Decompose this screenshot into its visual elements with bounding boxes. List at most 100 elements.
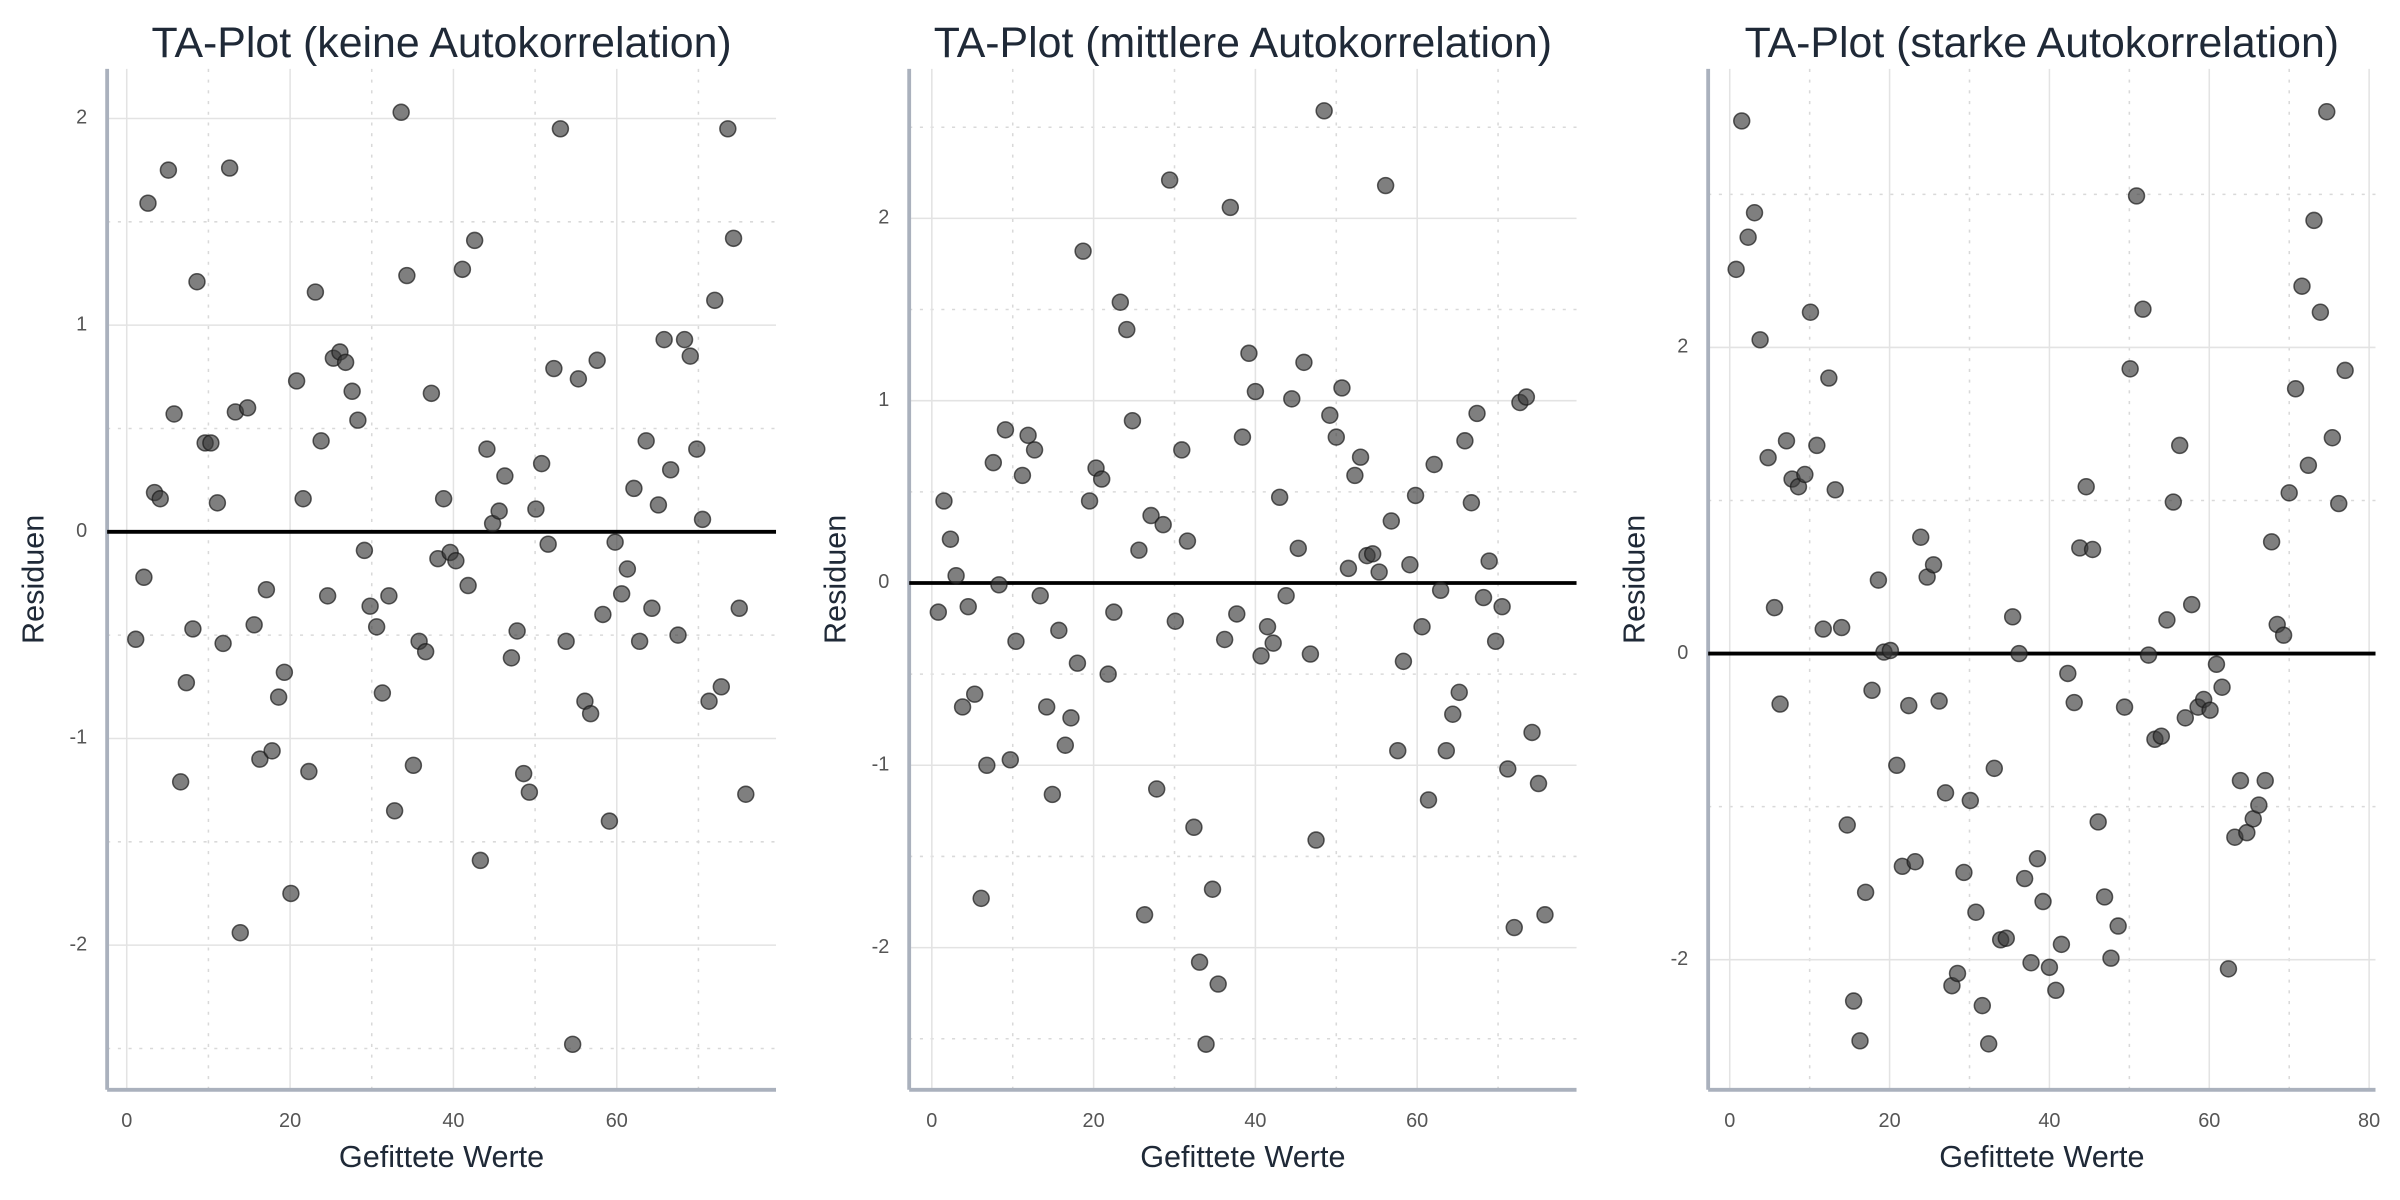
point [965, 685, 984, 703]
point [294, 490, 312, 508]
y-axis-label: Residuen [818, 515, 852, 644]
point [681, 347, 699, 365]
point [551, 120, 570, 138]
point [471, 851, 490, 870]
point [1221, 198, 1240, 217]
point [2102, 949, 2120, 967]
point [2034, 892, 2052, 911]
point [1888, 756, 1906, 775]
point [349, 411, 367, 429]
point [171, 773, 190, 791]
point [2040, 958, 2059, 977]
point [1814, 620, 1832, 638]
point [238, 399, 257, 417]
x-tick-label: 20 [1879, 1110, 1901, 1132]
point [398, 266, 416, 285]
point [1863, 681, 1881, 700]
point [1173, 441, 1191, 459]
x-axis-label: Gefittete Werte [1140, 1140, 1345, 1174]
point [637, 432, 655, 450]
point [643, 599, 661, 617]
point [1339, 559, 1358, 578]
point [1796, 465, 1814, 484]
point [724, 229, 743, 248]
point [135, 568, 153, 586]
point [1283, 390, 1301, 408]
point [1431, 581, 1450, 599]
point [1936, 784, 1955, 802]
point [2109, 917, 2127, 935]
point [1406, 486, 1425, 505]
point [1289, 539, 1307, 558]
point [935, 492, 953, 510]
point [1258, 618, 1277, 636]
point [719, 120, 737, 138]
point [2121, 360, 2139, 378]
point [2231, 771, 2250, 790]
point [1050, 621, 1068, 640]
point [612, 585, 631, 603]
point [1955, 863, 1973, 882]
point [2052, 935, 2071, 954]
y-tick-label: 0 [1677, 642, 1688, 664]
point [1948, 964, 1967, 983]
point [737, 785, 755, 803]
point [336, 353, 355, 372]
point [1979, 1035, 1998, 1053]
point [361, 597, 379, 615]
chart-title: TA-Plot (keine Autokorrelation) [151, 19, 731, 67]
point [600, 812, 619, 830]
x-tick-label: 0 [121, 1110, 132, 1132]
point [2305, 211, 2323, 230]
point [1160, 171, 1179, 189]
point [1080, 492, 1099, 510]
point [2207, 655, 2226, 674]
point [527, 500, 545, 518]
y-axis-label: Residuen [1617, 515, 1651, 644]
point [706, 291, 724, 310]
point [343, 382, 361, 400]
point [2127, 187, 2146, 205]
point [312, 432, 330, 450]
point [1881, 641, 1900, 660]
point [2164, 493, 2183, 511]
point [1270, 488, 1289, 507]
point [941, 530, 960, 548]
y-tick-label: 0 [76, 520, 87, 542]
point [1745, 204, 1764, 222]
y-tick-label: -1 [70, 727, 88, 749]
point [1105, 603, 1123, 621]
point [1031, 587, 1049, 605]
point [990, 576, 1008, 594]
point [165, 405, 183, 423]
point [2311, 303, 2330, 321]
point [649, 496, 668, 514]
point [2047, 981, 2065, 1000]
point [1480, 552, 1498, 570]
point [1529, 774, 1548, 793]
point [1370, 563, 1388, 581]
point [1912, 528, 1930, 546]
point [2095, 888, 2114, 906]
point [2286, 380, 2305, 398]
point [1327, 428, 1346, 446]
point [1499, 760, 1517, 778]
point [1437, 741, 1456, 760]
point [1321, 406, 1339, 424]
point [1468, 404, 1486, 423]
point [1074, 242, 1092, 260]
point [1820, 369, 1838, 387]
point [127, 630, 145, 648]
point [1808, 436, 1826, 455]
point [1013, 466, 1032, 485]
point [188, 273, 206, 291]
point [1363, 545, 1382, 563]
point [532, 454, 551, 473]
point [159, 161, 178, 179]
point [269, 688, 288, 706]
point [1838, 816, 1856, 834]
x-axis-label: Gefittete Werte [339, 1140, 544, 1174]
point [1801, 303, 1820, 321]
